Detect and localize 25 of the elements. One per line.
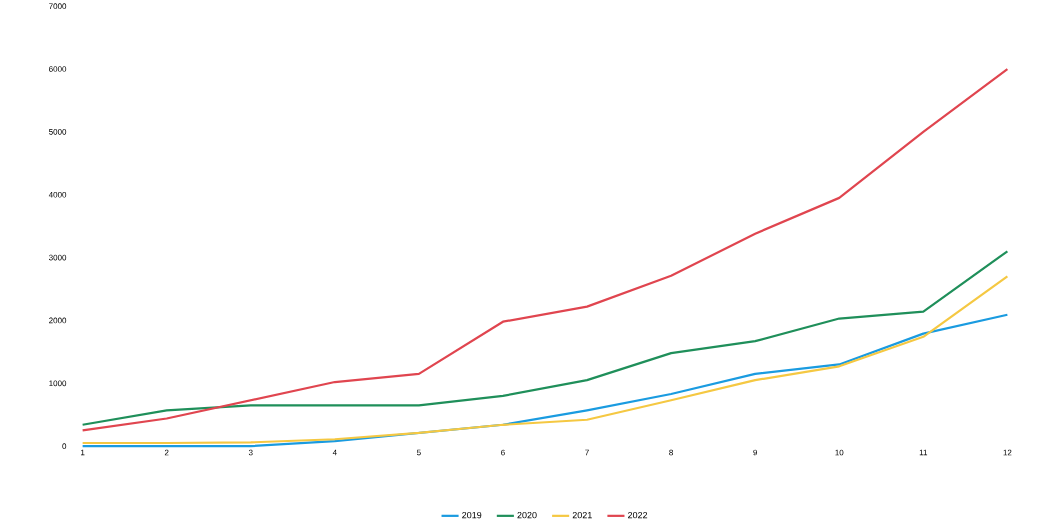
- line-series: [81, 275, 1009, 445]
- y-tick-label: 0: [62, 443, 67, 450]
- x-tick-label: 11: [919, 449, 928, 456]
- y-tick-label: 4000: [48, 192, 67, 198]
- x-tick-label: 8: [669, 449, 673, 456]
- x-tick-label: 9: [753, 449, 758, 456]
- x-tick-label: 2: [164, 449, 169, 456]
- y-tick-label: 6000: [49, 66, 67, 72]
- x-tick-label: 6: [501, 449, 505, 456]
- y-tick-label: 3000: [48, 254, 67, 261]
- legend-label: 2019: [462, 512, 482, 519]
- y-tick-label: 5000: [49, 129, 67, 135]
- x-tick-label: 4: [332, 449, 337, 456]
- y-tick-label: 7000: [49, 3, 67, 10]
- y-tick-label: 1000: [49, 380, 67, 387]
- x-tick-label: 5: [416, 449, 421, 456]
- legend-label: 2022: [628, 512, 648, 519]
- x-tick-label: 10: [835, 449, 844, 456]
- legend-label: 2020: [517, 512, 537, 519]
- x-tick-label: 7: [585, 449, 589, 456]
- x-tick-label: 1: [81, 449, 85, 456]
- y-tick-label: 2000: [49, 317, 67, 324]
- x-tick-label: 3: [248, 449, 253, 456]
- x-tick-label: 12: [1003, 449, 1012, 456]
- legend-label: 2021: [572, 512, 592, 519]
